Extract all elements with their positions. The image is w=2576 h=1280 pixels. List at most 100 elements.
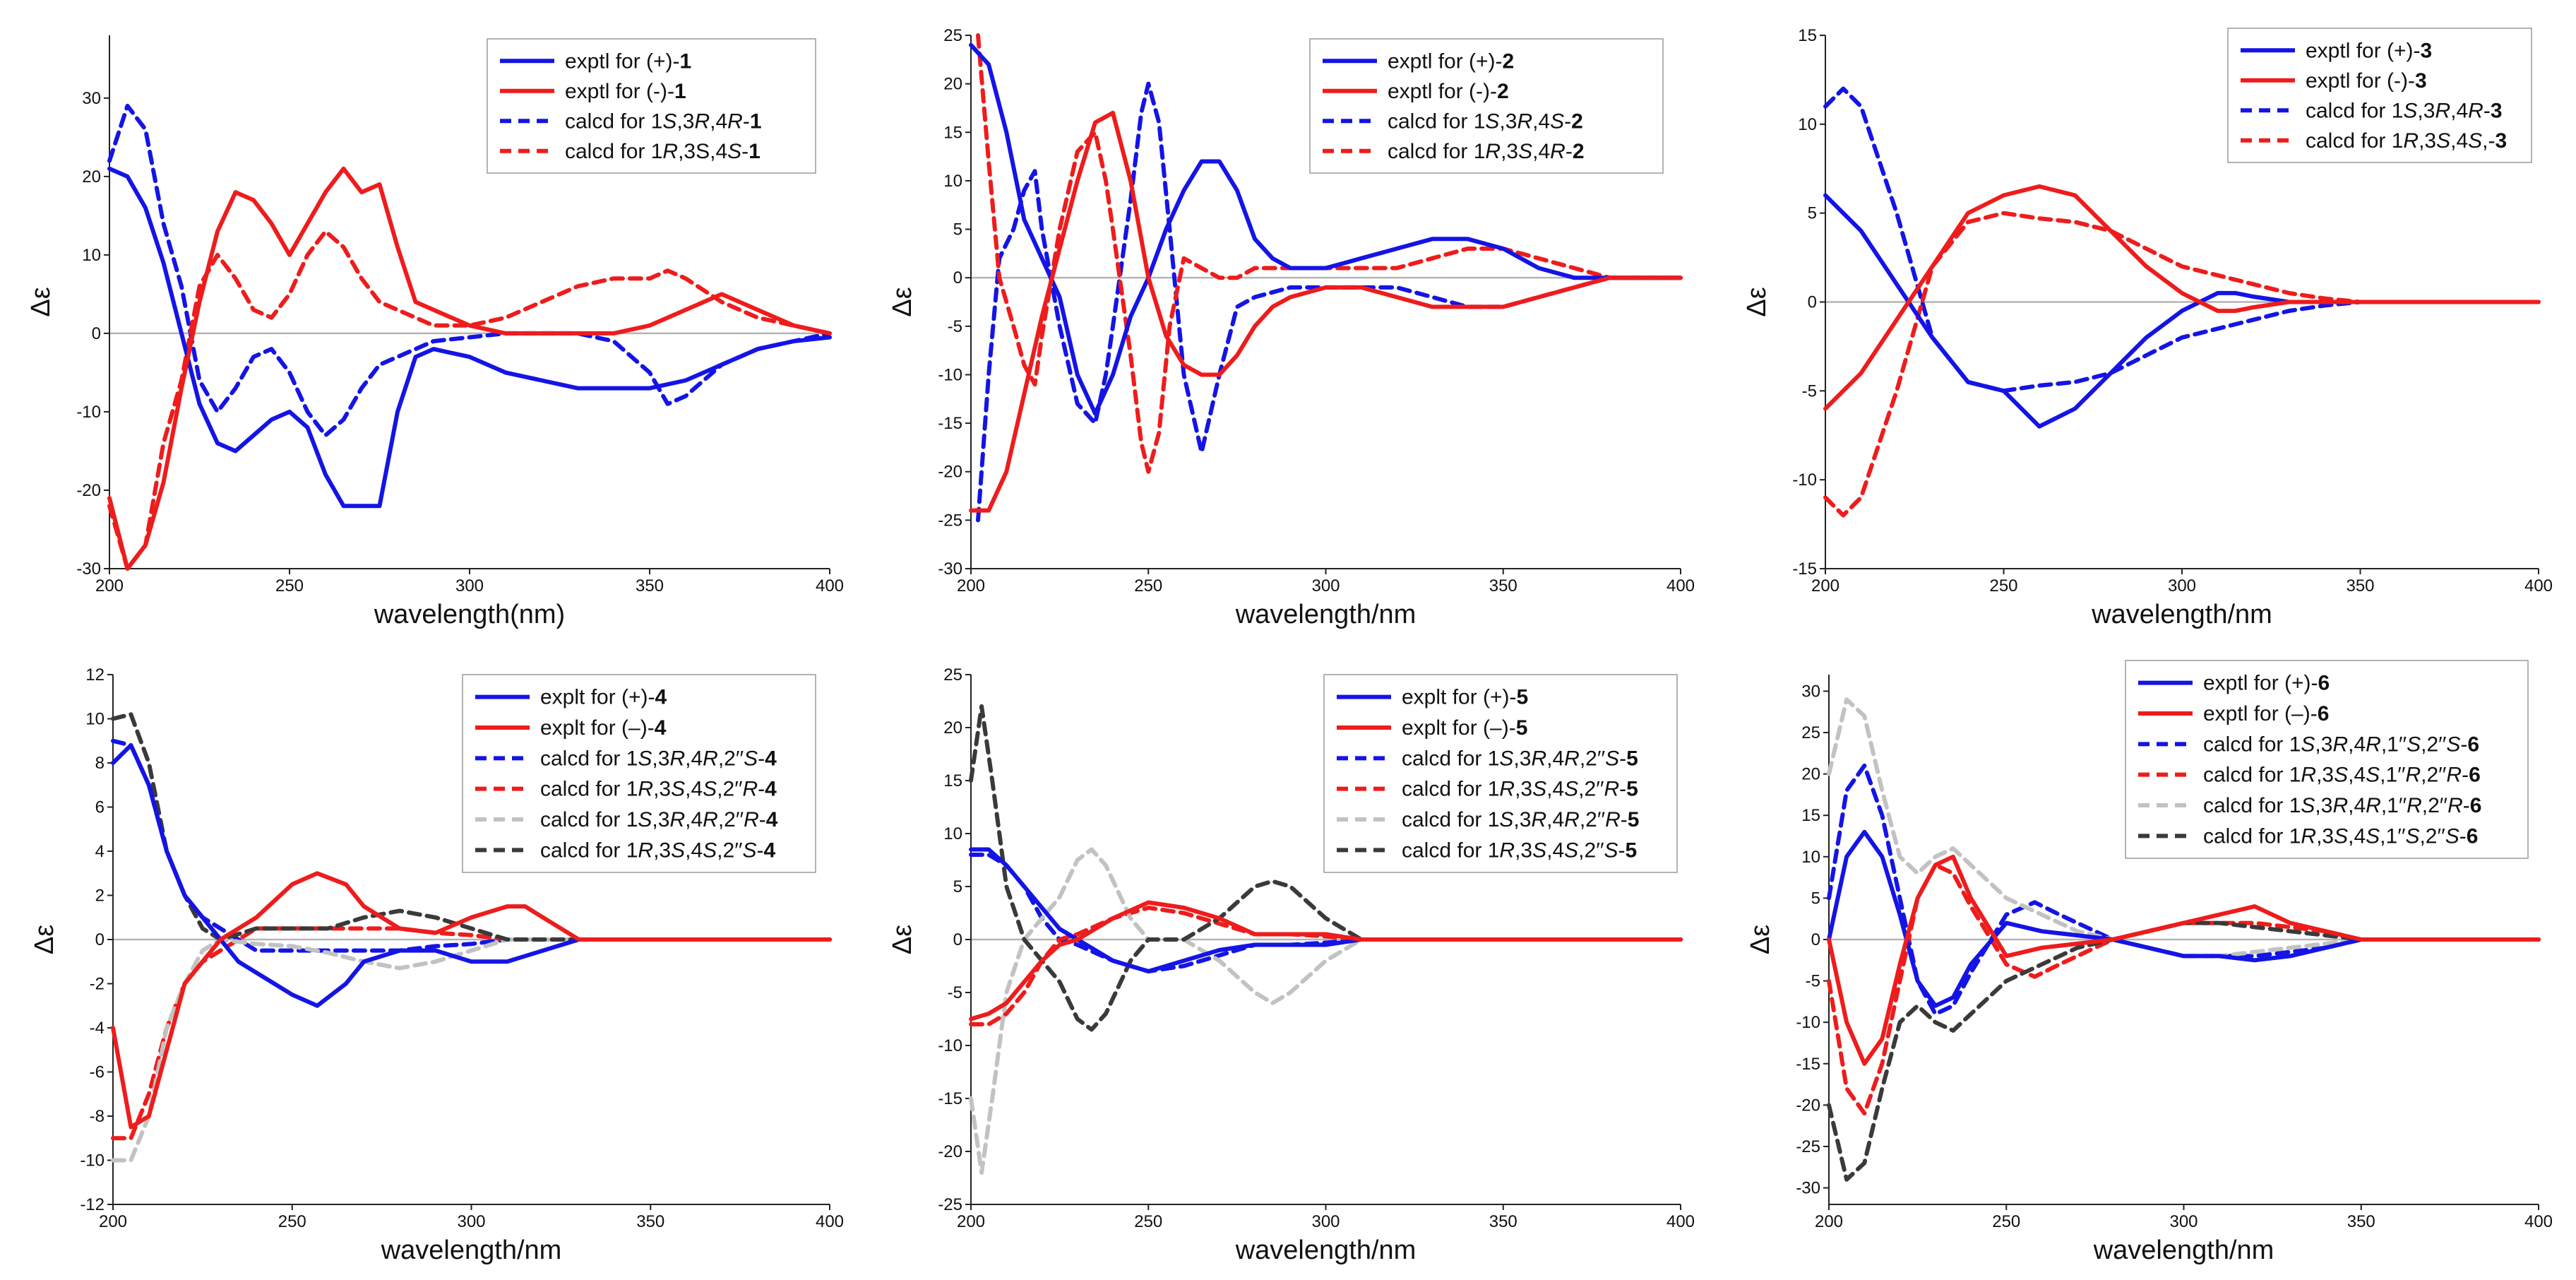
y-tick-label: 8	[95, 754, 105, 773]
y-tick-label: 5	[1808, 204, 1817, 223]
y-tick-label: 10	[943, 172, 962, 191]
x-axis-label: wavelength/nm	[1235, 1235, 1417, 1265]
series-line-2	[1827, 854, 2541, 1066]
legend-label: calcd for 1R,3S,4S-1	[565, 140, 761, 163]
x-tick-label: 250	[278, 1212, 306, 1231]
y-tick-label: 25	[943, 665, 962, 685]
series-line-3	[976, 81, 1683, 523]
y-tick-label: -25	[938, 511, 962, 530]
y-tick-label: -30	[1796, 1179, 1820, 1198]
y-tick-label: 15	[943, 123, 962, 142]
y-tick-label: -8	[90, 1107, 105, 1126]
y-tick-label: 0	[92, 324, 101, 343]
y-tick-label: 10	[85, 710, 105, 729]
y-tick-label: -15	[938, 1089, 962, 1108]
legend: exptl for (+)-1 exptl for (-)-1 calcd for …	[487, 38, 816, 174]
legend-label: calcd for 1S,3R,4R,1′′S,2′′S-6	[2203, 733, 2479, 756]
legend-label: explt for (–)-5	[1402, 716, 1527, 740]
x-tick-label: 400	[2524, 576, 2553, 595]
y-tick-label: 30	[1801, 682, 1820, 701]
x-tick-label: 400	[2524, 1212, 2553, 1231]
x-tick-label: 400	[816, 576, 844, 595]
legend-box	[1323, 674, 1678, 873]
y-axis-label: Δε	[30, 925, 59, 954]
y-tick-label: 10	[1801, 848, 1820, 867]
y-tick-label: 4	[95, 842, 105, 861]
x-tick-label: 250	[275, 576, 304, 595]
legend-label: exptl for (-)-1	[565, 80, 686, 103]
legend-label: calcd for 1S,3R,4R-3	[2306, 99, 2503, 122]
y-tick-label: -12	[80, 1195, 105, 1214]
x-axis-label: wavelength/nm	[1235, 600, 1417, 629]
legend-label: calcd for 1R,3S,4S,-3	[2306, 129, 2507, 153]
legend-label: calcd for 1S,3R,4S-2	[1388, 109, 1583, 133]
y-tick-label: 20	[943, 718, 962, 737]
y-tick-label: -15	[1792, 559, 1817, 579]
legend-label: calcd for 1S,3R,4R,2′′R-5	[1402, 808, 1639, 831]
y-tick-label: -10	[938, 1036, 962, 1055]
y-tick-label: -30	[76, 559, 101, 579]
x-tick-label: 250	[1989, 576, 2017, 595]
y-tick-label: 10	[82, 246, 101, 265]
series-line-2	[1823, 184, 2541, 411]
y-tick-label: 15	[1798, 26, 1817, 45]
y-tick-label: -15	[938, 414, 962, 433]
series-line-3	[107, 103, 832, 438]
x-tick-label: 350	[1489, 1212, 1517, 1231]
y-tick-label: 15	[1801, 806, 1820, 825]
y-tick-label: -20	[938, 1142, 962, 1161]
x-tick-label: 200	[1815, 1212, 1843, 1231]
y-axis-label: Δε	[888, 287, 917, 316]
x-tick-label: 300	[2168, 576, 2196, 595]
y-tick-label: 10	[1798, 115, 1817, 134]
chart-panel-2: 200 250 300 350 400 -30 -25 -20 -15 -10 -5 0 5 10 15 20…	[888, 26, 1695, 629]
y-tick-label: 0	[95, 930, 105, 949]
y-tick-label: -5	[1802, 381, 1817, 401]
legend-label: calcd for 1S,3R,4R,2′′S-4	[540, 747, 777, 770]
y-tick-label: 20	[943, 75, 962, 94]
legend-label: exptl for (-)-3	[2306, 69, 2427, 93]
y-tick-label: 0	[1811, 930, 1820, 949]
x-tick-label: 200	[957, 1212, 985, 1231]
legend-label: calcd for 1R,3S,4R-2	[1388, 140, 1585, 163]
y-tick-label: -2	[90, 975, 105, 994]
legend: exptl for (+)-6 exptl for (–)-6 calcd for …	[2125, 660, 2529, 859]
x-tick-label: 350	[636, 576, 664, 595]
legend-label: calcd for 1R,3S,4S,2′′R-5	[1402, 778, 1638, 801]
y-tick-label: 15	[943, 771, 962, 790]
x-tick-label: 300	[2169, 1212, 2198, 1231]
y-tick-label: 0	[953, 268, 962, 288]
chart-panel-4: 200 250 300 350 400 -12 -10 -8 -6 -4 -2 0 2 4 6 8 10 12 wa…	[30, 665, 844, 1265]
series-line-4	[107, 229, 832, 571]
legend-label: calcd for 1R,3S,4S,2′′S-5	[1402, 838, 1637, 862]
series-line-1	[969, 42, 1683, 416]
x-tick-label: 350	[2346, 576, 2374, 595]
x-tick-label: 350	[1489, 576, 1517, 595]
legend-label: exptl for (+)-6	[2203, 672, 2330, 695]
chart-panel-5: 200 250 300 350 400 -25 -20 -15 -10 -5 0 5 10 15 20 25 w…	[888, 665, 1695, 1265]
series-line-4	[976, 33, 1683, 474]
x-tick-label: 300	[457, 1212, 485, 1231]
y-tick-label: -20	[1796, 1096, 1820, 1115]
series-line-2	[969, 110, 1683, 513]
x-tick-label: 200	[99, 1212, 127, 1231]
series-line-1	[107, 166, 832, 509]
y-tick-label: -10	[1792, 470, 1817, 490]
legend-label: calcd for 1S,3R,4R,2′′R-4	[540, 808, 778, 831]
legend: exptl for (+)-3 exptl for (-)-3 calcd for …	[2227, 28, 2532, 163]
legend-label: exptl for (+)-2	[1388, 49, 1514, 73]
chart-panel-1: 200 250 300 350 400 -30 -20 -10 0 10 20 30 wavelengt…	[26, 35, 844, 629]
x-tick-label: 300	[455, 576, 484, 595]
legend-label: calcd for 1R,3S,4S,2′′S-4	[540, 838, 775, 862]
y-tick-label: -5	[1806, 972, 1820, 991]
legend: explt for (+)-5 explt for (–)-5 calcd for …	[1323, 674, 1678, 873]
legend-label: exptl for (+)-3	[2306, 39, 2432, 62]
series-line-2	[969, 900, 1683, 1021]
legend-label: explt for (–)-4	[540, 716, 667, 740]
x-tick-label: 200	[957, 576, 985, 595]
y-tick-label: -10	[80, 1151, 105, 1171]
x-tick-label: 200	[95, 576, 124, 595]
legend-label: exptl for (–)-6	[2203, 702, 2329, 725]
chart-panel-3: 200 250 300 350 400 -15 -10 -5 0 5 10 15 wavelength/…	[1742, 26, 2553, 629]
